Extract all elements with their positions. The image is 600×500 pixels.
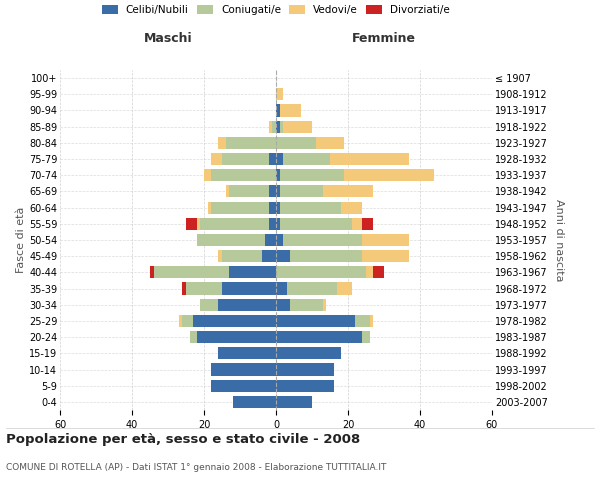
Bar	[269, 120, 272, 132]
Bar	[337, 282, 352, 294]
Y-axis label: Anni di nascita: Anni di nascita	[554, 198, 565, 281]
Bar	[276, 250, 290, 262]
Bar	[218, 250, 222, 262]
Bar	[276, 88, 283, 101]
Bar	[362, 218, 373, 230]
Bar	[276, 315, 355, 327]
Bar	[208, 202, 211, 213]
Bar	[276, 282, 287, 294]
Bar	[190, 331, 197, 343]
Bar	[362, 250, 409, 262]
Bar	[193, 315, 276, 327]
Bar	[197, 218, 200, 230]
Bar	[211, 380, 276, 392]
Bar	[186, 218, 197, 230]
Bar	[283, 234, 362, 246]
Bar	[226, 186, 229, 198]
Bar	[222, 282, 276, 294]
Bar	[179, 315, 182, 327]
Bar	[211, 364, 276, 376]
Text: Femmine: Femmine	[352, 32, 416, 46]
Bar	[352, 218, 362, 230]
Bar	[330, 153, 409, 165]
Bar	[276, 364, 334, 376]
Bar	[276, 348, 341, 360]
Bar	[280, 186, 323, 198]
Bar	[226, 137, 276, 149]
Bar	[276, 266, 366, 278]
Bar	[222, 153, 269, 165]
Text: COMUNE DI ROTELLA (AP) - Dati ISTAT 1° gennaio 2008 - Elaborazione TUTTITALIA.IT: COMUNE DI ROTELLA (AP) - Dati ISTAT 1° g…	[6, 463, 386, 472]
Bar	[200, 298, 218, 311]
Bar	[186, 282, 222, 294]
Bar	[197, 331, 276, 343]
Bar	[276, 218, 280, 230]
Bar	[154, 266, 229, 278]
Bar	[200, 218, 269, 230]
Bar	[276, 380, 334, 392]
Bar	[290, 298, 323, 311]
Legend: Celibi/Nubili, Coniugati/e, Vedovi/e, Divorziati/e: Celibi/Nubili, Coniugati/e, Vedovi/e, Di…	[98, 0, 454, 19]
Bar	[229, 266, 276, 278]
Bar	[341, 202, 362, 213]
Bar	[211, 202, 269, 213]
Bar	[362, 234, 409, 246]
Bar	[355, 315, 370, 327]
Bar	[276, 153, 283, 165]
Bar	[262, 250, 276, 262]
Bar	[269, 186, 276, 198]
Bar	[276, 396, 312, 408]
Y-axis label: Fasce di età: Fasce di età	[16, 207, 26, 273]
Bar	[269, 202, 276, 213]
Bar	[204, 169, 211, 181]
Bar	[276, 186, 280, 198]
Bar	[150, 266, 154, 278]
Bar	[323, 186, 373, 198]
Bar	[280, 218, 352, 230]
Bar	[211, 153, 222, 165]
Bar	[276, 202, 280, 213]
Bar	[280, 104, 301, 117]
Bar	[276, 331, 362, 343]
Bar	[323, 298, 326, 311]
Bar	[370, 315, 373, 327]
Bar	[283, 120, 312, 132]
Bar	[222, 250, 262, 262]
Bar	[269, 153, 276, 165]
Bar	[233, 396, 276, 408]
Bar	[276, 169, 280, 181]
Bar	[344, 169, 434, 181]
Bar	[316, 137, 344, 149]
Bar	[366, 266, 373, 278]
Bar	[211, 169, 276, 181]
Bar	[276, 298, 290, 311]
Text: Popolazione per età, sesso e stato civile - 2008: Popolazione per età, sesso e stato civil…	[6, 432, 360, 446]
Bar	[265, 234, 276, 246]
Bar	[280, 202, 341, 213]
Bar	[269, 218, 276, 230]
Bar	[218, 298, 276, 311]
Bar	[362, 331, 370, 343]
Bar	[276, 137, 316, 149]
Bar	[182, 315, 193, 327]
Bar	[218, 137, 226, 149]
Bar	[182, 282, 186, 294]
Bar	[287, 282, 337, 294]
Text: Maschi: Maschi	[143, 32, 193, 46]
Bar	[290, 250, 362, 262]
Bar	[276, 120, 280, 132]
Bar	[272, 120, 276, 132]
Bar	[229, 186, 269, 198]
Bar	[280, 120, 283, 132]
Bar	[283, 153, 330, 165]
Bar	[218, 348, 276, 360]
Bar	[280, 169, 344, 181]
Bar	[276, 104, 280, 117]
Bar	[276, 234, 283, 246]
Bar	[373, 266, 384, 278]
Bar	[197, 234, 265, 246]
